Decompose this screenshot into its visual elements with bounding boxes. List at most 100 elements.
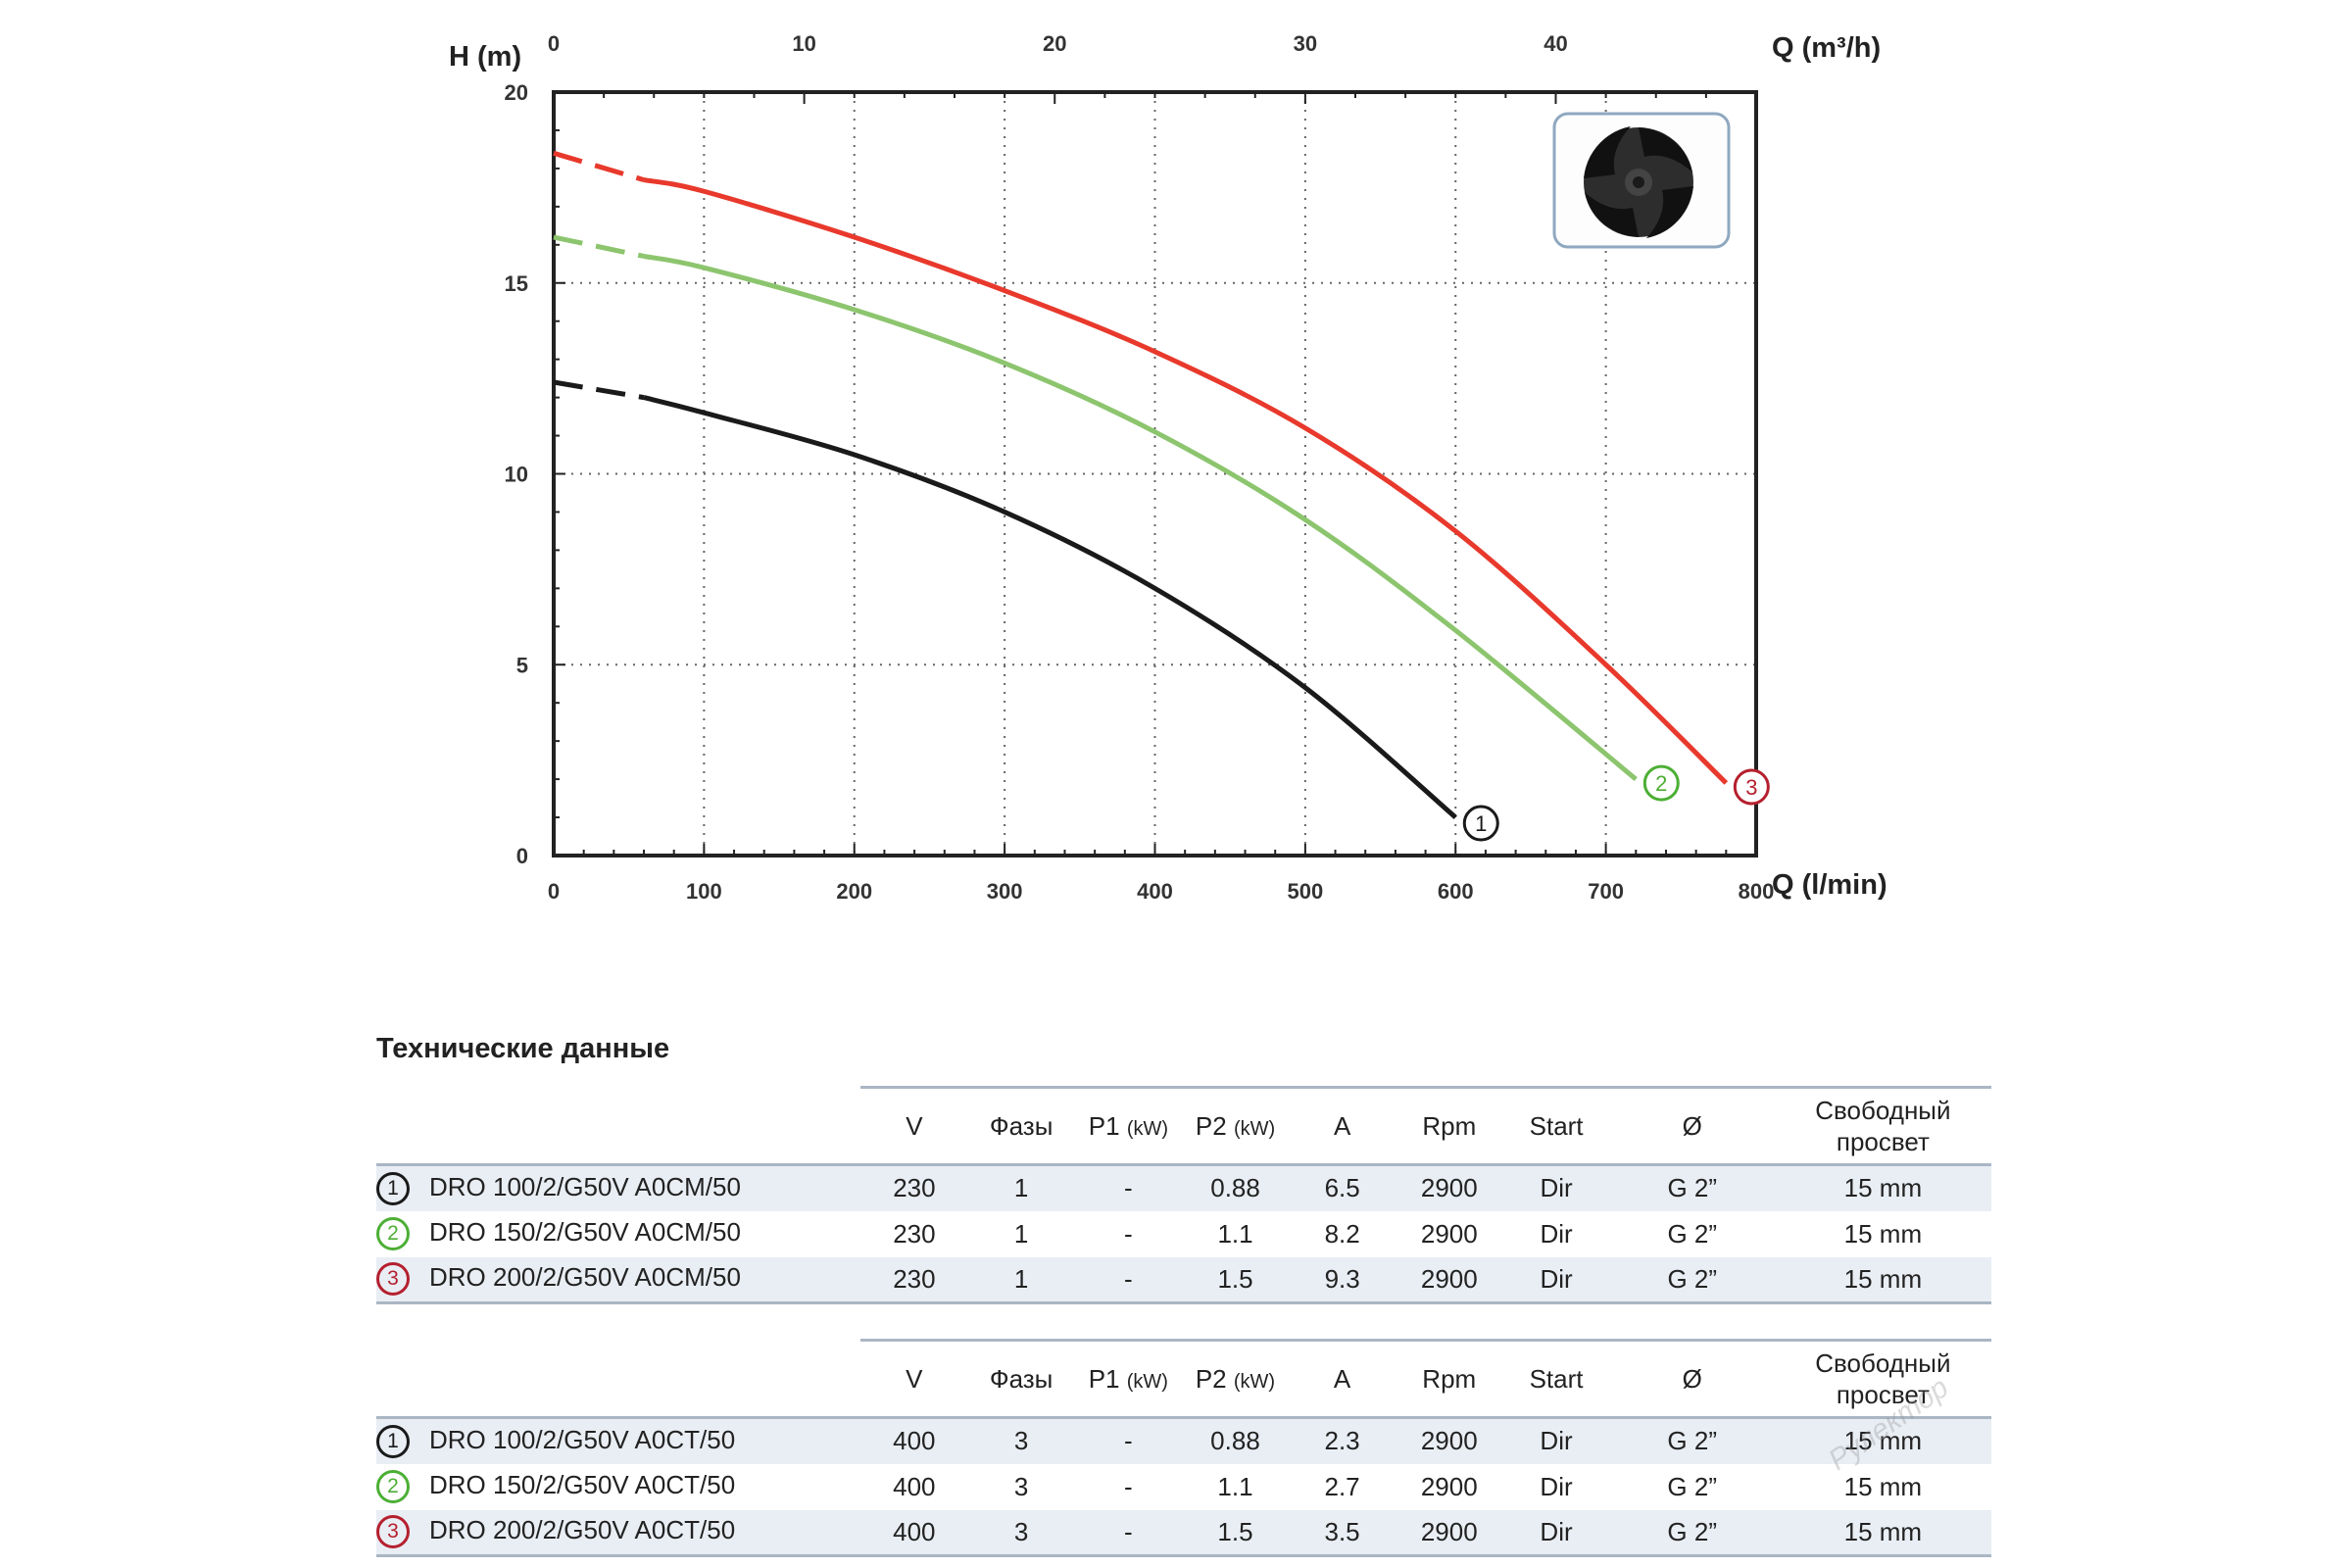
header-blank — [376, 1340, 861, 1419]
spec-table-single-phase: V Фазы P1 (kW) P2 (kW) A Rpm Start Ø Свободный п… — [376, 1086, 1991, 1304]
cell-phases: 3 — [1013, 1471, 1029, 1501]
chart-markers: 1 2 3 — [1462, 764, 1770, 842]
model-name: DRO 100/2/G50V A0CT/50 — [429, 1424, 736, 1454]
cell-dia: G 2” — [1609, 1256, 1775, 1304]
column-header-label: V — [906, 1110, 923, 1141]
cell-p2: 0.88 — [1210, 1426, 1260, 1456]
column-header: V — [860, 1339, 968, 1419]
column-header-label: Start — [1529, 1363, 1584, 1394]
cell-dia: G 2” — [1609, 1509, 1775, 1557]
y-axis-label: H (m) — [449, 41, 521, 73]
column-header: A — [1289, 1339, 1396, 1419]
cell-clearance: 15 mm — [1774, 1256, 1991, 1304]
impeller-image — [1552, 112, 1731, 249]
curve-marker-icon: 3 — [376, 1262, 410, 1297]
cell-dia: G 2” — [1667, 1218, 1718, 1249]
cell-start: Dir — [1540, 1471, 1573, 1501]
cell-p1: - — [1124, 1173, 1133, 1203]
model-name: DRO 150/2/G50V A0CT/50 — [429, 1469, 736, 1499]
cell-start: Dir — [1540, 1173, 1573, 1203]
column-header-label: P1 — [1088, 1363, 1120, 1394]
x-axis-label-bottom: Q (l/min) — [1772, 869, 1887, 901]
model-cell: 2 DRO 150/2/G50V A0CM/50 — [376, 1211, 860, 1257]
model-cell: 2 DRO 150/2/G50V A0CT/50 — [376, 1464, 860, 1510]
curve-end-marker-label: 3 — [1745, 775, 1757, 800]
curve-3-dashed — [553, 150, 645, 182]
table-row: 1 DRO 100/2/G50V A0CT/50 400 3 - 0.88 2.3 2900 D… — [376, 1417, 1991, 1464]
cell-clearance: 15 mm — [1843, 1471, 1923, 1501]
cell-p2: 1.5 — [1181, 1256, 1290, 1304]
cell-phases: 1 — [1013, 1173, 1029, 1203]
cell-V: 230 — [893, 1218, 936, 1249]
cell-V: 400 — [860, 1509, 968, 1557]
x-axis-label-top: Q (m³/h) — [1772, 32, 1881, 64]
column-header-label: Свободный просвет — [1815, 1348, 1951, 1409]
cell-dia: G 2” — [1667, 1426, 1717, 1456]
curve-2-dashed — [553, 234, 645, 259]
cell-dia: G 2” — [1667, 1471, 1717, 1501]
curve-marker-icon: 1 — [376, 1424, 410, 1458]
cell-p1: - — [1074, 1509, 1182, 1557]
column-header-label: Rpm — [1422, 1363, 1477, 1394]
cell-rpm: 2900 — [1420, 1218, 1478, 1249]
curve-marker-icon: 2 — [376, 1470, 410, 1504]
model-cell: 3 DRO 200/2/G50V A0CM/50 — [376, 1256, 861, 1304]
x-tick-label: 600 — [1438, 879, 1474, 904]
cell-V: 230 — [893, 1173, 936, 1203]
column-header-label: P1 — [1088, 1110, 1120, 1141]
column-header: P2 (kW) — [1181, 1339, 1290, 1419]
model-cell: 3 DRO 200/2/G50V A0CT/50 — [376, 1509, 861, 1557]
curve-1 — [643, 395, 1457, 819]
cell-start: Dir — [1502, 1256, 1610, 1304]
column-header: Rpm — [1396, 1086, 1503, 1166]
column-header: Фазы — [967, 1086, 1075, 1166]
column-header: Фазы — [967, 1339, 1075, 1419]
curve-marker-icon: 1 — [376, 1171, 410, 1205]
y-tick-label: 15 — [505, 271, 528, 296]
cell-clearance: 15 mm — [1843, 1426, 1923, 1456]
cell-p2: 1.1 — [1217, 1218, 1253, 1249]
table-row: 1 DRO 100/2/G50V A0CM/50 230 1 - 0.88 6.5 2900 D… — [376, 1164, 1991, 1211]
unit-label: (kW) — [1233, 1117, 1276, 1140]
cell-p1: - — [1123, 1471, 1133, 1501]
cell-start: Dir — [1540, 1426, 1573, 1456]
cell-rpm: 2900 — [1420, 1173, 1478, 1203]
cell-rpm: 2900 — [1396, 1509, 1503, 1557]
cell-p1: - — [1074, 1256, 1182, 1304]
column-header: P2 (kW) — [1181, 1086, 1290, 1166]
cell-a: 2.3 — [1324, 1426, 1360, 1456]
cell-p2: 1.5 — [1181, 1509, 1290, 1557]
cell-phases: 3 — [967, 1509, 1075, 1557]
cell-phases: 1 — [1013, 1218, 1029, 1249]
cell-a: 9.3 — [1289, 1256, 1396, 1304]
y-tick-label: 10 — [505, 463, 528, 487]
column-header-label: Свободный просвет — [1815, 1096, 1951, 1156]
cell-V: 400 — [893, 1471, 936, 1501]
x-tick-label: 200 — [836, 879, 872, 904]
column-header: P1 (kW) — [1074, 1339, 1182, 1419]
column-header: V — [860, 1086, 968, 1166]
header-blank — [376, 1087, 861, 1166]
model-cell: 1 DRO 100/2/G50V A0CT/50 — [376, 1418, 860, 1464]
curve-marker-icon: 3 — [376, 1515, 410, 1549]
cell-rpm: 2900 — [1396, 1256, 1503, 1304]
cell-dia: G 2” — [1667, 1173, 1718, 1203]
cell-a: 6.5 — [1324, 1173, 1360, 1203]
column-header-label: A — [1333, 1110, 1351, 1141]
chart-axes — [552, 90, 1758, 858]
curve-end-marker-1 — [1462, 805, 1499, 842]
cell-V: 230 — [860, 1256, 968, 1304]
column-header-label: P2 — [1195, 1110, 1227, 1141]
model-name: DRO 200/2/G50V A0CM/50 — [429, 1262, 741, 1293]
x-tick-label: 300 — [987, 879, 1023, 904]
cell-clearance: 15 mm — [1843, 1218, 1923, 1249]
table-row: 2 DRO 150/2/G50V A0CM/50 230 1 - 1.1 8.2 2900 Di… — [376, 1211, 1991, 1257]
curve-end-marker-2 — [1642, 764, 1680, 802]
column-header: A — [1289, 1086, 1396, 1166]
model-name: DRO 150/2/G50V A0CM/50 — [429, 1216, 741, 1247]
column-header-label: Rpm — [1422, 1110, 1477, 1141]
cell-a: 2.7 — [1324, 1471, 1360, 1501]
cell-rpm: 2900 — [1420, 1426, 1478, 1456]
